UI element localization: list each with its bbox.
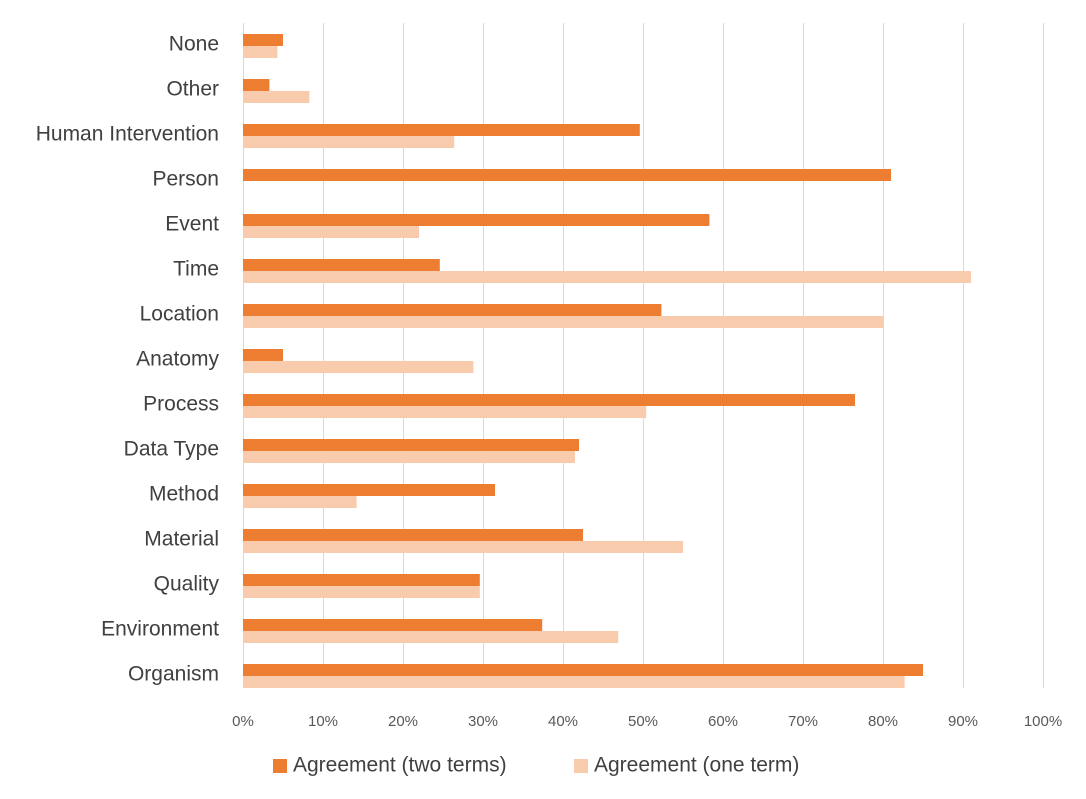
x-tick-label: 80%: [868, 713, 898, 730]
category-labels: None Other Human Intervention Person Event Ti…: [36, 33, 220, 686]
category-label-other: Other: [166, 78, 219, 101]
bar-event-one-term: [243, 226, 419, 238]
bar-process-one-term: [243, 406, 647, 418]
x-tick-label: 70%: [788, 713, 818, 730]
category-label-quality: Quality: [154, 573, 220, 596]
x-axis-tick-labels: 0% 10% 20% 30% 40% 50% 60% 70% 80% 90% 100%: [232, 713, 1062, 730]
bar-location-two-terms: [243, 304, 662, 316]
bar-organism-one-term: [243, 676, 905, 688]
category-label-event: Event: [165, 213, 219, 236]
bar-material-one-term: [243, 541, 683, 553]
bar-other-two-terms: [243, 79, 270, 91]
legend-swatch-one-term: [574, 759, 588, 773]
x-tick-label: 90%: [948, 713, 978, 730]
x-tick-label: 50%: [628, 713, 658, 730]
bar-method-one-term: [243, 496, 357, 508]
bar-data-type-two-terms: [243, 439, 579, 451]
legend: Agreement (two terms) Agreement (one ter…: [273, 754, 799, 777]
category-label-person: Person: [152, 168, 219, 191]
bar-quality-two-terms: [243, 574, 480, 586]
bar-material-two-terms: [243, 529, 583, 541]
bar-location-one-term: [243, 316, 883, 328]
bar-process-two-terms: [243, 394, 855, 406]
bar-event-two-terms: [243, 214, 710, 226]
x-tick-label: 30%: [468, 713, 498, 730]
x-tick-label: 60%: [708, 713, 738, 730]
category-label-none: None: [169, 33, 219, 56]
category-label-method: Method: [149, 483, 219, 506]
category-label-organism: Organism: [128, 663, 219, 686]
bar-human-intervention-one-term: [243, 136, 455, 148]
bar-time-one-term: [243, 271, 971, 283]
legend-swatch-two-terms: [273, 759, 287, 773]
category-label-anatomy: Anatomy: [136, 348, 219, 371]
bar-environment-one-term: [243, 631, 619, 643]
x-tick-label: 10%: [308, 713, 338, 730]
category-label-human-intervention: Human Intervention: [36, 123, 219, 146]
bar-method-two-terms: [243, 484, 495, 496]
legend-label-two-terms: Agreement (two terms): [293, 754, 507, 777]
bar-quality-one-term: [243, 586, 480, 598]
bar-person-two-terms: [243, 169, 891, 181]
x-tick-label: 0%: [232, 713, 254, 730]
x-tick-label: 40%: [548, 713, 578, 730]
bar-anatomy-two-terms: [243, 349, 283, 361]
x-tick-label: 20%: [388, 713, 418, 730]
bar-organism-two-terms: [243, 664, 923, 676]
category-label-time: Time: [173, 258, 219, 281]
category-label-data-type: Data Type: [124, 438, 219, 461]
bar-data-type-one-term: [243, 451, 575, 463]
category-label-material: Material: [144, 528, 219, 551]
bar-anatomy-one-term: [243, 361, 474, 373]
bars: [243, 34, 971, 688]
bar-human-intervention-two-terms: [243, 124, 640, 136]
category-label-environment: Environment: [101, 618, 219, 641]
bar-none-one-term: [243, 46, 278, 58]
bar-other-one-term: [243, 91, 310, 103]
bar-environment-two-terms: [243, 619, 543, 631]
category-label-process: Process: [143, 393, 219, 416]
x-tick-label: 100%: [1024, 713, 1062, 730]
legend-label-one-term: Agreement (one term): [594, 754, 799, 777]
category-label-location: Location: [140, 303, 219, 326]
bar-time-two-terms: [243, 259, 440, 271]
bar-none-two-terms: [243, 34, 283, 46]
